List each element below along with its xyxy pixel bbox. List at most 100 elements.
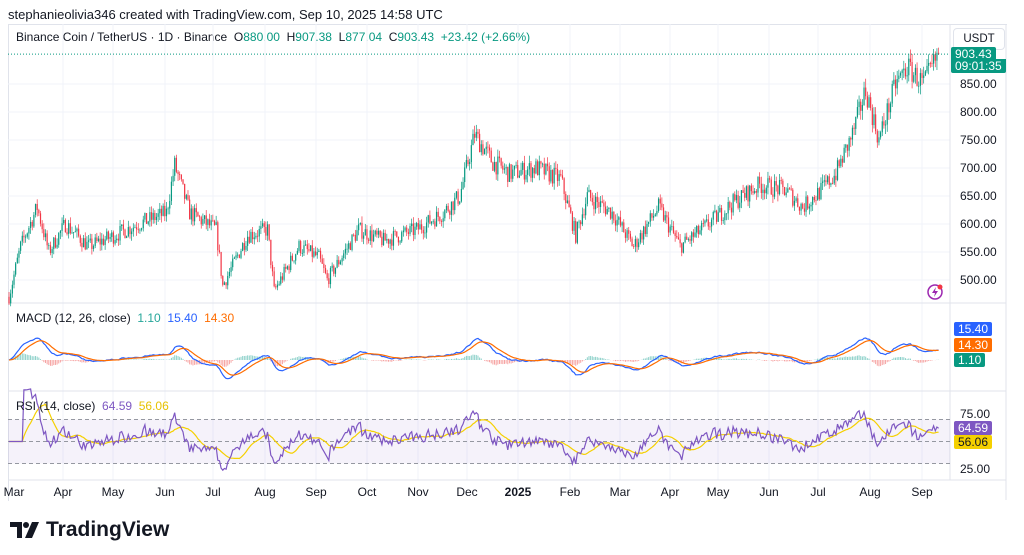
macd-histogram-bar — [20, 353, 22, 360]
macd-histogram-bar — [83, 360, 85, 363]
symbol-title[interactable]: Binance Coin / TetherUS · 1D · Binance — [16, 30, 228, 44]
macd-histogram-bar — [676, 360, 678, 363]
candle-body — [875, 114, 877, 132]
candle-body — [863, 87, 865, 105]
macd-histogram-bar — [480, 358, 482, 360]
candle-body — [901, 70, 903, 74]
macd-histogram-bar — [56, 360, 58, 365]
candle-body — [374, 230, 376, 235]
candle-body — [490, 150, 492, 163]
candle-body — [513, 165, 516, 170]
candle-body — [256, 235, 259, 237]
macd-histogram-bar — [190, 360, 192, 365]
candle-body — [657, 198, 660, 211]
candle-body — [677, 237, 680, 240]
macd-histogram-bar — [69, 360, 71, 361]
candle-body — [924, 71, 926, 76]
candle-body — [813, 197, 815, 201]
candle-body — [334, 267, 337, 274]
macd-histogram-bar — [876, 360, 878, 366]
macd-histogram-bar — [151, 359, 153, 360]
candle-body — [305, 244, 307, 246]
macd-histogram-bar — [666, 359, 668, 360]
candle-body — [831, 183, 834, 184]
macd-histogram-bar — [621, 360, 623, 361]
candle-body — [457, 191, 459, 204]
time-axis-label: May — [102, 485, 125, 499]
candle-body — [8, 296, 10, 304]
macd-histogram-bar — [344, 357, 346, 360]
macd-histogram-bar — [361, 357, 363, 360]
candle-body — [175, 157, 177, 172]
candle-body — [697, 225, 699, 235]
candle-body — [750, 185, 752, 192]
candle-body — [23, 235, 25, 238]
macd-histogram-bar — [38, 357, 40, 360]
candle-body — [472, 133, 474, 146]
macd-histogram-bar — [669, 360, 671, 362]
tradingview-logo-icon — [10, 522, 39, 538]
macd-histogram-bar — [893, 357, 895, 360]
macd-histogram-bar — [392, 360, 394, 361]
rsi-legend[interactable]: RSI (14, close) 64.59 56.06 — [16, 399, 169, 413]
candle-body — [270, 239, 272, 265]
candle-body — [520, 169, 522, 176]
macd-histogram-bar — [333, 360, 335, 362]
macd-histogram-bar — [334, 360, 336, 362]
macd-histogram-bar — [891, 358, 893, 360]
macd-histogram-bar — [159, 359, 161, 360]
candle-body — [240, 250, 242, 258]
candle-body — [155, 216, 158, 221]
macd-legend[interactable]: MACD (12, 26, close) 1.10 15.40 14.30 — [16, 311, 234, 325]
macd-histogram-bar — [633, 360, 635, 362]
macd-histogram-bar — [81, 360, 83, 363]
candle-body — [235, 255, 237, 258]
macd-histogram-bar — [253, 355, 255, 360]
candle-body — [41, 223, 43, 230]
candle-body — [560, 174, 562, 176]
macd-histogram-bar — [782, 360, 784, 361]
candle-body — [89, 238, 91, 241]
candle-body — [590, 190, 592, 198]
macd-histogram-bar — [399, 360, 401, 361]
macd-histogram-bar — [209, 360, 211, 363]
candle-body — [497, 156, 499, 175]
macd-histogram-bar — [460, 358, 462, 360]
candle-body — [273, 271, 275, 287]
candle-body — [782, 180, 784, 188]
candle-body — [167, 208, 169, 210]
macd-histogram-bar — [268, 358, 270, 360]
macd-histogram-bar — [64, 360, 66, 361]
macd-histogram-bar — [475, 354, 477, 360]
candle-body — [187, 195, 189, 200]
candle-body — [369, 230, 371, 241]
histogram-value-tag: 1.10 — [954, 353, 986, 367]
candle-body — [667, 217, 670, 233]
macd-histogram-bar — [885, 360, 887, 364]
candle-body — [217, 222, 219, 251]
candle-body — [271, 264, 274, 272]
candle-body — [585, 203, 587, 216]
candle-body — [765, 187, 767, 194]
candle-body — [414, 226, 416, 236]
macd-histogram-bar — [658, 355, 660, 360]
macd-histogram-bar — [73, 360, 75, 362]
macd-histogram-bar — [462, 357, 464, 360]
candle-body — [541, 163, 544, 165]
candle-body — [92, 245, 95, 249]
candle-body — [599, 201, 602, 208]
candle-body — [150, 212, 153, 220]
candle-body — [225, 282, 227, 286]
candle-body — [445, 205, 448, 211]
macd-histogram-bar — [270, 360, 272, 362]
candle-body — [96, 237, 98, 241]
macd-histogram-bar — [591, 356, 593, 360]
candle-body — [507, 166, 509, 182]
macd-histogram-bar — [436, 359, 438, 360]
macd-histogram-bar — [722, 359, 724, 360]
candle-body — [830, 183, 832, 185]
high-value: 907.38 — [295, 30, 332, 44]
macd-histogram-bar — [561, 360, 563, 361]
macd-histogram-bar — [634, 360, 636, 362]
